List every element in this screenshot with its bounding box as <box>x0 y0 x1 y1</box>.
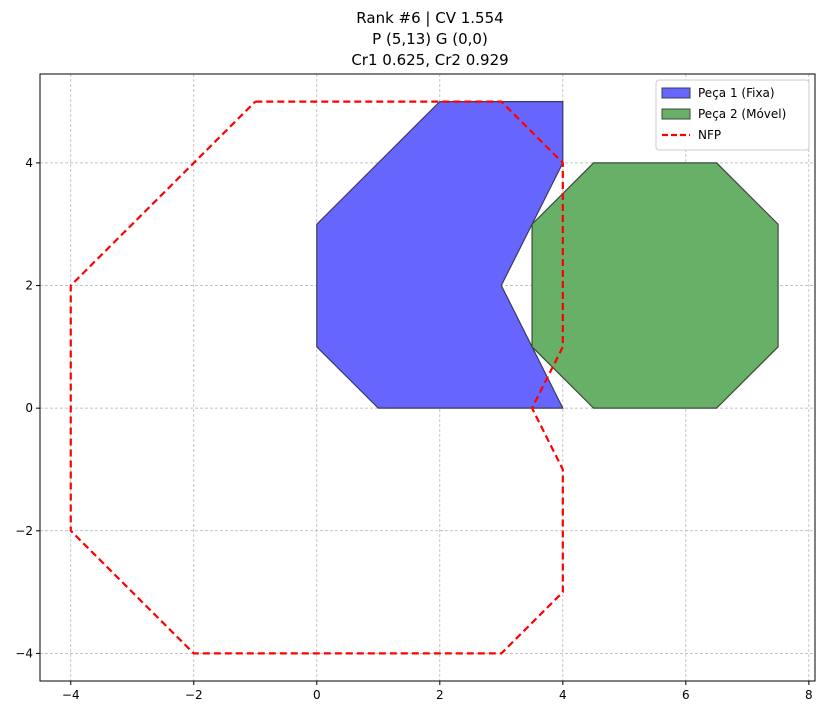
y-tick-label: 0 <box>25 401 33 415</box>
legend-label-3: NFP <box>698 128 721 142</box>
y-tick-label: −2 <box>15 524 33 538</box>
title-line-1: Rank #6 | CV 1.554 <box>356 9 503 27</box>
legend-label-2: Peça 2 (Móvel) <box>698 107 786 121</box>
x-tick-label: 4 <box>559 688 567 702</box>
legend-label-1: Peça 1 (Fixa) <box>698 86 775 100</box>
plot-frame <box>39 73 816 682</box>
series-polygon-2 <box>531 162 779 409</box>
x-tick-label: 8 <box>805 688 813 702</box>
title-line-3: Cr1 0.625, Cr2 0.929 <box>351 51 508 69</box>
series-polygon-1 <box>316 100 564 409</box>
legend-box <box>655 79 810 151</box>
legend-swatch-2 <box>661 108 691 120</box>
legend-swatch-1 <box>661 87 691 99</box>
plot-series <box>69 100 779 655</box>
x-tick-label: 2 <box>436 688 444 702</box>
y-tick-label: −4 <box>15 646 33 660</box>
axis-ticks: −4 −2 0 2 4 6 8 −4 −2 0 2 4 <box>15 156 812 702</box>
series-nfp-line <box>69 100 564 655</box>
y-tick-label: 4 <box>25 156 33 170</box>
chart-title: Rank #6 | CV 1.554 P (5,13) G (0,0) Cr1 … <box>351 9 508 69</box>
x-tick-label: −2 <box>185 688 203 702</box>
x-tick-label: −4 <box>62 688 80 702</box>
x-tick-label: 0 <box>313 688 321 702</box>
y-tick-label: 2 <box>25 279 33 293</box>
title-line-2: P (5,13) G (0,0) <box>372 30 488 48</box>
x-tick-label: 6 <box>682 688 690 702</box>
legend: Peça 1 (Fixa) Peça 2 (Móvel) NFP <box>655 79 810 151</box>
